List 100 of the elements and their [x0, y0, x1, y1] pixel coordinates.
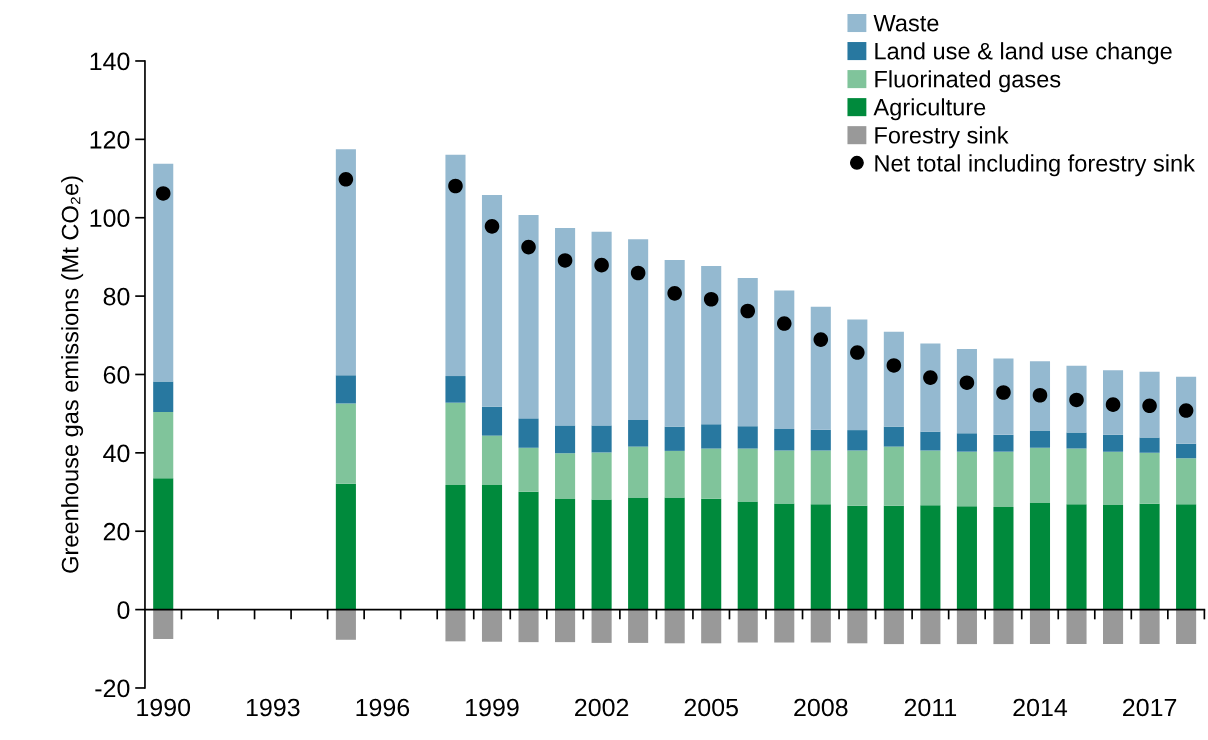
bar: [591, 425, 612, 453]
bar: [920, 505, 941, 610]
bar: [628, 419, 649, 447]
bar: [956, 609, 977, 645]
y-axis-title: Greenhouse gas emissions (Mt CO₂e): [61, 176, 84, 573]
point: [776, 316, 792, 331]
bar: [737, 609, 758, 643]
x-tick-label: 1996: [356, 698, 410, 717]
bar: [883, 426, 904, 447]
bar: [664, 260, 685, 427]
x-tick-label: 2005: [684, 698, 738, 717]
bar: [591, 452, 612, 500]
bar: [1139, 503, 1160, 610]
y-tick-label: 60: [103, 366, 130, 384]
bar: [847, 505, 868, 610]
bar: [555, 425, 576, 454]
point: [630, 265, 646, 281]
bar: [774, 450, 795, 504]
bar: [1103, 609, 1124, 645]
bar: [555, 499, 576, 610]
point: [448, 178, 463, 194]
bar: [774, 428, 795, 451]
bar: [920, 450, 941, 506]
bar: [481, 406, 503, 436]
x-tick-label: 2017: [1123, 698, 1177, 717]
bar: [591, 231, 612, 426]
bar: [810, 504, 831, 610]
bar: [737, 278, 758, 427]
bar: [153, 609, 174, 639]
x-tick-label: 2002: [575, 698, 629, 717]
bar: [445, 402, 466, 485]
bar: [956, 451, 977, 507]
bar: [518, 418, 539, 448]
bar: [1103, 434, 1124, 452]
point: [813, 332, 829, 347]
x-tick-label: 1993: [246, 698, 300, 717]
bar: [810, 450, 831, 505]
bar: [445, 376, 466, 403]
bar: [445, 154, 466, 377]
bar: [737, 501, 758, 610]
bar: [993, 451, 1014, 507]
bar: [153, 412, 174, 479]
bar: [1066, 504, 1087, 610]
bar: [518, 447, 539, 492]
x-tick-label: 2008: [794, 698, 848, 717]
bar: [555, 227, 576, 426]
point: [1142, 398, 1157, 414]
bar: [335, 609, 356, 640]
bar: [1176, 443, 1197, 459]
bar: [153, 478, 174, 610]
point: [996, 385, 1011, 400]
bar: [555, 609, 576, 643]
point: [484, 219, 500, 234]
point: [850, 345, 865, 360]
bar: [1176, 458, 1197, 505]
bar: [956, 349, 977, 434]
point: [959, 375, 975, 390]
bar: [701, 424, 722, 449]
bar: [481, 435, 503, 485]
bar: [847, 609, 868, 644]
bar: [1139, 452, 1160, 504]
bar: [737, 448, 758, 502]
bar: [153, 381, 174, 413]
bar: [628, 497, 649, 610]
bar: [847, 319, 868, 431]
x-tick-label: 2011: [904, 698, 957, 717]
bar: [555, 453, 576, 500]
point: [740, 303, 756, 319]
bar: [1066, 609, 1087, 645]
bar: [1029, 609, 1051, 645]
y-tick-label: 140: [90, 52, 130, 71]
bar: [1139, 437, 1160, 453]
bar: [664, 609, 685, 644]
point: [594, 257, 609, 273]
bar: [883, 331, 904, 427]
legend-label: Land use & land use change: [875, 42, 1172, 65]
bar: [518, 609, 539, 643]
y-tick-label: 80: [103, 287, 130, 306]
point: [1105, 397, 1121, 412]
bar: [883, 446, 904, 506]
y-tick-label: 0: [117, 601, 130, 619]
bar: [920, 343, 941, 432]
bar: [701, 498, 722, 610]
bar: [1103, 504, 1124, 610]
point: [886, 358, 902, 373]
bar: [335, 403, 356, 484]
y-tick-label: 100: [90, 209, 130, 228]
bar: [701, 448, 722, 499]
bar: [481, 195, 503, 407]
bar: [1066, 432, 1087, 449]
bar: [883, 609, 904, 645]
point: [1178, 403, 1194, 418]
point: [923, 370, 938, 385]
bar: [518, 491, 539, 610]
bar: [591, 499, 612, 610]
bar: [335, 149, 356, 376]
bar: [701, 609, 722, 644]
legend-label: Net total including forestry sink: [875, 154, 1195, 177]
bar: [993, 506, 1014, 610]
bar: [1139, 609, 1160, 645]
